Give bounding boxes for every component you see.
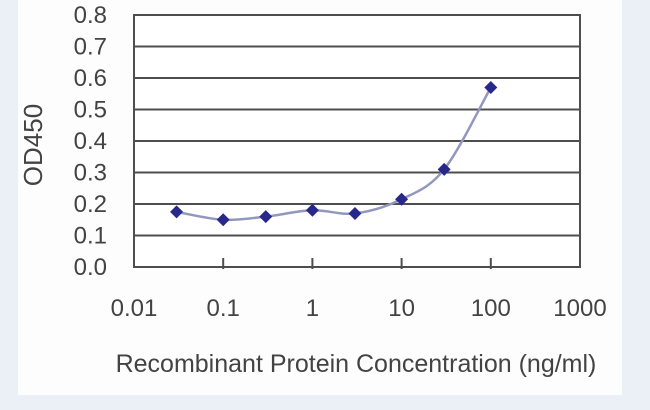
y-tick-label-0.2: 0.2 — [74, 191, 107, 218]
x-tick-label-0.01: 0.01 — [111, 295, 158, 322]
y-tick-label-0.1: 0.1 — [74, 223, 107, 250]
y-tick-label-0.8: 0.8 — [74, 2, 107, 29]
data-point-marker-10 — [395, 192, 409, 206]
data-point-marker-1 — [305, 203, 319, 217]
data-point-marker-30 — [437, 162, 451, 176]
plot-border — [133, 14, 581, 268]
data-point-marker-0.3 — [259, 210, 273, 224]
x-tickmarks-layer — [222, 258, 492, 269]
y-tick-label-0.6: 0.6 — [74, 65, 107, 92]
y-tick-label-0.0: 0.0 — [74, 254, 107, 281]
x-axis-title: Recombinant Protein Concentration (ng/ml… — [116, 350, 597, 378]
x-tick-label-0.1: 0.1 — [207, 295, 240, 322]
y-tick-label-0.3: 0.3 — [74, 160, 107, 187]
x-tick-label-1000: 1000 — [553, 295, 606, 322]
data-point-marker-0.03 — [170, 205, 184, 219]
data-point-marker-3 — [348, 206, 362, 220]
y-axis-title: OD450 — [18, 104, 48, 186]
data-point-marker-0.1 — [216, 213, 230, 227]
y-tick-label-0.5: 0.5 — [74, 97, 107, 124]
data-point-marker-100 — [484, 80, 498, 94]
x-tick-label-10: 10 — [388, 295, 415, 322]
y-tick-label-0.4: 0.4 — [74, 128, 107, 155]
y-tick-label-0.7: 0.7 — [74, 34, 107, 61]
x-tick-label-100: 100 — [471, 295, 511, 322]
data-series-layer — [170, 80, 498, 227]
gridlines-layer — [133, 14, 581, 268]
tick-labels-layer: 0.01 0.1 1 10 100 1000 0.0 0.1 0.2 0.3 0.4 0.5 0.6 0.… — [74, 2, 607, 322]
x-tick-label-1: 1 — [306, 295, 319, 322]
